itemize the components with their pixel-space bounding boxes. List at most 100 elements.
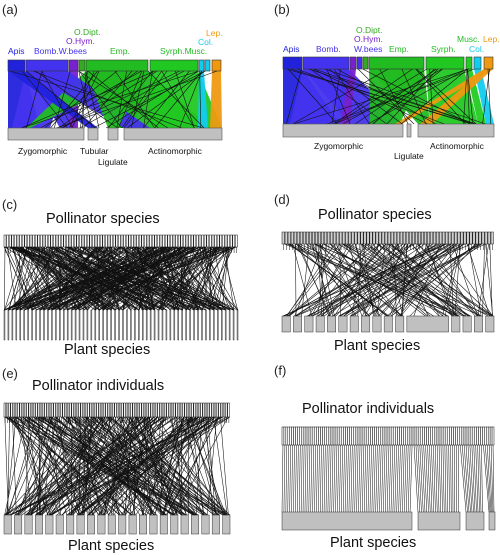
pollinator-node: [100, 402, 104, 418]
link-line: [433, 444, 436, 513]
plant-box-actinomorphic: [123, 127, 223, 141]
pollinator-node: [316, 426, 319, 446]
pollinator-node: [421, 231, 424, 245]
plant-node: [327, 315, 336, 333]
pollinator-box-apis: [282, 56, 303, 70]
pollinator-box-bomb: [25, 59, 69, 72]
plant-node: [149, 514, 158, 535]
pollinator-node: [434, 426, 437, 446]
link-line: [373, 444, 376, 513]
link-line: [413, 444, 419, 513]
pollinator-node: [284, 231, 288, 245]
plant-node: [51, 309, 53, 341]
link-line: [103, 246, 141, 311]
link-line: [318, 444, 320, 513]
link-line: [492, 444, 495, 513]
pollinator-node: [73, 234, 77, 248]
pollinator-node: [21, 402, 24, 418]
link-line: [4, 416, 196, 516]
pollinator-node: [322, 426, 325, 446]
link-line: [301, 243, 310, 317]
link-line: [444, 444, 447, 513]
link-line: [350, 243, 455, 317]
pollinator-box-lep: [483, 56, 494, 70]
pollinator-node: [170, 402, 174, 418]
plant-node: [76, 514, 85, 535]
link-line: [331, 68, 341, 125]
link-line: [49, 416, 230, 516]
link-line: [306, 444, 309, 513]
link-line: [58, 246, 60, 311]
pollinator-node: [364, 426, 368, 446]
plant-node: [87, 514, 95, 535]
pollinator-node: [19, 234, 22, 248]
link-line: [63, 246, 157, 311]
pollinator-node: [362, 426, 366, 446]
pollinator-node: [296, 231, 300, 245]
plant-box-zygomorphic: [282, 123, 404, 138]
link-line: [56, 70, 218, 129]
pollinator-node: [339, 426, 342, 446]
link-line: [148, 416, 162, 516]
pollinator-label-wbees: W.bees: [354, 44, 383, 54]
link-line: [423, 444, 427, 513]
link-line: [42, 416, 166, 516]
link-line: [120, 246, 234, 311]
link-line: [74, 246, 116, 311]
pollinator-node: [324, 231, 328, 245]
pollinator-node: [360, 231, 364, 245]
link-line: [296, 243, 472, 317]
pollinator-node: [92, 234, 95, 248]
pollinator-node: [353, 426, 356, 446]
link-line: [71, 416, 157, 516]
pollinator-node: [487, 231, 491, 245]
plant-node: [217, 309, 219, 341]
link-line: [329, 444, 332, 513]
plant-node: [139, 514, 147, 535]
pollinator-box-syrph: [149, 59, 199, 72]
pollinator-label-col: Col.: [198, 37, 214, 47]
link-line: [177, 246, 199, 311]
pollinator-node: [29, 234, 33, 248]
link-line: [108, 416, 126, 516]
link-line: [475, 444, 479, 513]
pollinator-node: [26, 402, 29, 418]
plant-node: [165, 309, 168, 341]
pollinator-node: [146, 402, 149, 418]
link-line: [47, 416, 98, 516]
plant-node: [465, 511, 485, 531]
pollinator-node: [470, 426, 474, 446]
link-line: [49, 416, 95, 516]
link-line: [65, 246, 68, 311]
link-line: [162, 416, 192, 516]
pollinator-node: [128, 402, 131, 418]
link-line: [114, 70, 155, 129]
pollinator-node: [19, 402, 22, 418]
pollinator-node: [369, 231, 373, 245]
plant-node: [193, 309, 195, 341]
pollinator-node: [48, 402, 52, 418]
link-line: [287, 243, 413, 317]
pollinator-node: [66, 234, 69, 248]
pollinator-node: [60, 402, 63, 418]
pollinator-node: [422, 426, 425, 446]
link-line: [461, 444, 468, 513]
pollinator-node: [125, 402, 128, 418]
link-line: [400, 68, 469, 125]
link-line: [9, 70, 204, 129]
flow-band: [420, 69, 493, 124]
link-line: [125, 416, 218, 516]
link-line: [124, 416, 134, 516]
link-line: [352, 444, 355, 513]
pollinator-label-syrph: Syrph.: [431, 44, 456, 54]
link-line: [60, 70, 181, 129]
pollinator-node: [309, 231, 312, 245]
pollinator-node: [396, 231, 400, 245]
pollinator-node: [399, 426, 402, 446]
pollinator-node: [430, 231, 434, 245]
link-line: [39, 416, 68, 516]
link-line: [328, 68, 403, 125]
pollinator-node: [341, 426, 344, 446]
link-line: [295, 243, 448, 317]
pollinator-node: [428, 426, 431, 446]
